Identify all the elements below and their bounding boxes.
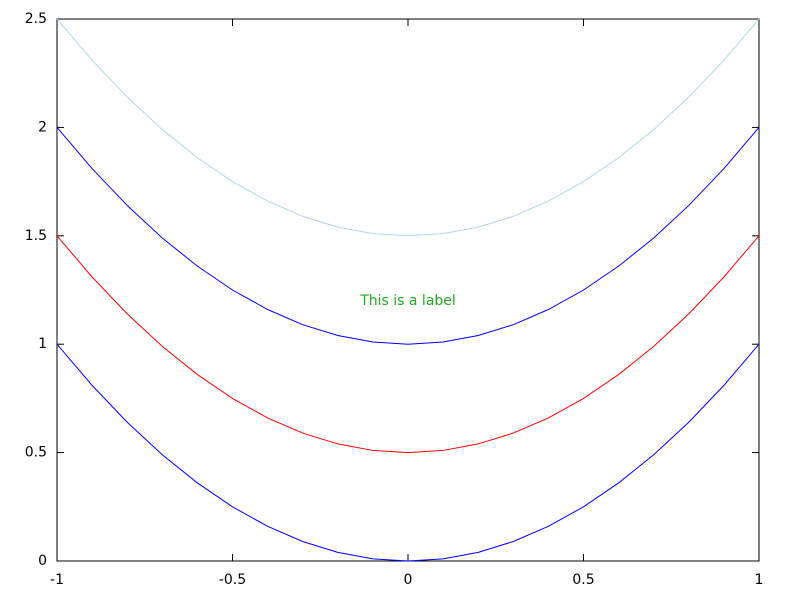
x-tick-label: -0.5 xyxy=(219,572,246,588)
line-series xyxy=(56,235,760,454)
x-tick-label: 1 xyxy=(755,572,764,588)
y-tick-label: 0 xyxy=(38,553,47,569)
annotation: This is a label xyxy=(359,293,456,309)
line-series xyxy=(56,18,760,237)
y-tick-label: 2 xyxy=(38,119,47,135)
line-series xyxy=(56,127,760,345)
plot-frame xyxy=(56,18,760,562)
x-tick-label: -1 xyxy=(50,572,64,588)
line-series xyxy=(56,343,760,562)
y-tick-label: 0.5 xyxy=(25,445,47,461)
x-tick-label: 0 xyxy=(404,572,413,588)
y-tick-label: 2.5 xyxy=(25,11,47,27)
y-tick-label: 1.5 xyxy=(25,228,47,244)
y-tick-label: 1 xyxy=(38,336,47,352)
x-tick-label: 0.5 xyxy=(572,572,594,588)
